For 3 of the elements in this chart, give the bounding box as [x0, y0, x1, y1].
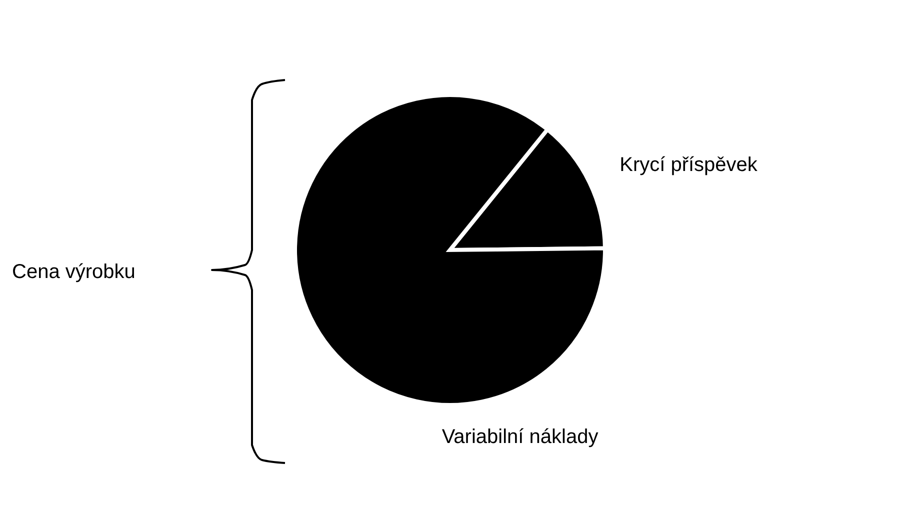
- slice-label: Krycí příspěvek: [620, 154, 758, 176]
- text: Cena výrobku: [12, 261, 136, 283]
- slice-label: Variabilní náklady: [442, 426, 598, 448]
